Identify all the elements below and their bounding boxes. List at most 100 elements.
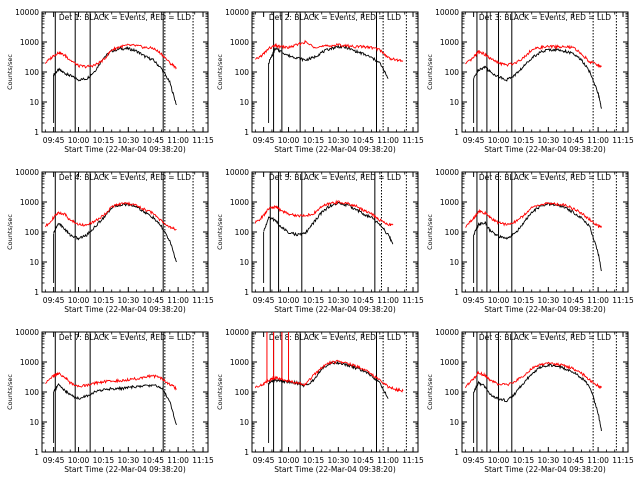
series-lld-line — [255, 39, 404, 63]
x-tick-label: 11:15 — [192, 296, 214, 305]
panel-det-9: 1 10 100 1000 10000 09:45 10:00 10:15 10:30 10:45… — [426, 328, 634, 474]
x-tick-label: 11:00 — [167, 296, 189, 305]
y-tick-label: 100 — [25, 388, 40, 397]
y-tick-label: 10 — [449, 98, 459, 107]
x-tick-label: 10:30 — [538, 456, 560, 465]
x-tick-label: 10:15 — [513, 136, 535, 145]
x-tick-label: 10:15 — [93, 456, 115, 465]
y-tick-label: 10 — [449, 258, 459, 267]
series-events-line — [53, 46, 177, 106]
x-tick-label: 09:45 — [253, 136, 275, 145]
x-axis-label: Start Time (22-Mar-04 09:38:20) — [64, 465, 186, 474]
y-tick-label: 1 — [34, 288, 39, 297]
y-tick-label: 10 — [29, 418, 39, 427]
y-tick-label: 10 — [29, 258, 39, 267]
panel-det-5: 1 10 100 1000 10000 09:45 10:00 10:15 10:30 10:45… — [216, 168, 424, 314]
y-tick-label: 1 — [454, 288, 459, 297]
x-tick-label: 10:00 — [488, 456, 510, 465]
y-tick-label: 1000 — [440, 38, 459, 47]
x-tick-label: 10:30 — [118, 136, 140, 145]
series-lld-line — [44, 201, 177, 231]
y-axis-label: Counts/sec — [426, 374, 434, 410]
series-events-line — [473, 47, 602, 109]
y-tick-label: 100 — [235, 68, 250, 77]
y-axis-label: Counts/sec — [216, 374, 224, 410]
panel-title: Det 7: BLACK = Events, RED = LLD — [59, 333, 191, 342]
x-tick-label: 10:00 — [68, 136, 90, 145]
x-axis-label: Start Time (22-Mar-04 09:38:20) — [484, 145, 606, 154]
x-tick-label: 10:00 — [68, 456, 90, 465]
y-axis-label: Counts/sec — [6, 214, 14, 250]
y-tick-label: 1000 — [230, 38, 249, 47]
x-tick-label: 09:45 — [43, 296, 65, 305]
x-tick-label: 11:15 — [192, 136, 214, 145]
y-tick-label: 1 — [34, 448, 39, 457]
y-tick-label: 1000 — [20, 38, 39, 47]
y-axis-label: Counts/sec — [6, 374, 14, 410]
x-tick-label: 10:15 — [303, 136, 325, 145]
y-tick-label: 1 — [244, 288, 249, 297]
x-tick-label: 10:15 — [513, 296, 535, 305]
x-tick-label: 09:45 — [463, 456, 485, 465]
x-tick-label: 10:00 — [488, 296, 510, 305]
y-axis-label: Counts/sec — [426, 214, 434, 250]
x-tick-label: 10:45 — [352, 296, 374, 305]
y-tick-label: 10 — [29, 98, 39, 107]
x-tick-label: 09:45 — [463, 296, 485, 305]
x-tick-label: 10:30 — [328, 456, 350, 465]
panel-title: Det 3: BLACK = Events, RED = LLD — [479, 13, 611, 22]
y-tick-label: 10000 — [435, 328, 459, 337]
x-tick-label: 10:00 — [278, 296, 300, 305]
x-tick-label: 09:45 — [43, 136, 65, 145]
panel-title: Det 4: BLACK = Events, RED = LLD — [59, 173, 191, 182]
series-lld-line — [45, 371, 177, 391]
y-tick-label: 10000 — [225, 328, 249, 337]
y-axis-label: Counts/sec — [426, 54, 434, 90]
series-events-line — [473, 202, 602, 272]
x-tick-label: 11:15 — [612, 456, 634, 465]
y-tick-label: 100 — [25, 68, 40, 77]
panel-det-2: 1 10 100 1000 10000 09:45 10:00 10:15 10:30 10:45… — [216, 8, 424, 154]
y-tick-label: 10000 — [225, 168, 249, 177]
y-tick-label: 1000 — [20, 358, 39, 367]
y-axis-label: Counts/sec — [6, 54, 14, 90]
plot-frame — [41, 11, 209, 133]
y-tick-label: 100 — [445, 228, 460, 237]
x-tick-label: 10:15 — [93, 296, 115, 305]
panel-det-8: 1 10 100 1000 10000 09:45 10:00 10:15 10:30 10:45… — [216, 328, 424, 474]
plot-frame — [251, 331, 419, 453]
y-tick-label: 10000 — [15, 328, 39, 337]
x-axis-label: Start Time (22-Mar-04 09:38:20) — [64, 305, 186, 314]
x-tick-label: 11:00 — [587, 296, 609, 305]
y-tick-label: 10 — [239, 98, 249, 107]
x-axis-label: Start Time (22-Mar-04 09:38:20) — [484, 465, 606, 474]
y-tick-label: 1000 — [440, 358, 459, 367]
x-axis-label: Start Time (22-Mar-04 09:38:20) — [274, 465, 396, 474]
panel-det-4: 1 10 100 1000 10000 09:45 10:00 10:15 10:30 10:45… — [6, 168, 214, 314]
x-tick-label: 11:00 — [587, 456, 609, 465]
y-tick-label: 10 — [239, 258, 249, 267]
x-tick-label: 10:30 — [118, 456, 140, 465]
x-tick-label: 10:45 — [562, 296, 584, 305]
x-tick-label: 10:30 — [538, 136, 560, 145]
y-tick-label: 10000 — [15, 168, 39, 177]
panel-det-7: 1 10 100 1000 10000 09:45 10:00 10:15 10:30 10:45… — [6, 328, 214, 474]
x-tick-label: 10:45 — [142, 456, 164, 465]
y-tick-label: 10000 — [435, 168, 459, 177]
x-tick-label: 10:45 — [142, 136, 164, 145]
y-tick-label: 10000 — [225, 8, 249, 17]
series-lld-line — [465, 201, 602, 229]
x-tick-label: 10:30 — [538, 296, 560, 305]
y-tick-label: 10 — [449, 418, 459, 427]
x-tick-label: 09:45 — [253, 296, 275, 305]
x-tick-label: 11:15 — [402, 136, 424, 145]
x-axis-label: Start Time (22-Mar-04 09:38:20) — [484, 305, 606, 314]
x-tick-label: 10:45 — [562, 136, 584, 145]
series-events-line — [53, 383, 177, 426]
y-tick-label: 10 — [239, 418, 249, 427]
x-tick-label: 10:00 — [68, 296, 90, 305]
series-events-line — [53, 201, 177, 263]
series-lld-line — [254, 359, 404, 393]
x-tick-label: 10:00 — [278, 456, 300, 465]
x-tick-label: 10:45 — [352, 456, 374, 465]
